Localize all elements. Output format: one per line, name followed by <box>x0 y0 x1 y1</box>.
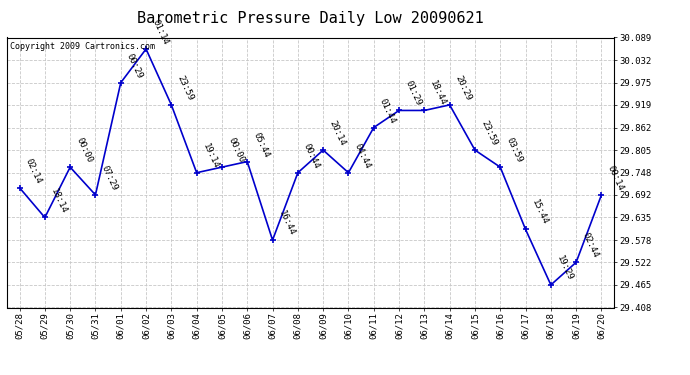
Text: 07:29: 07:29 <box>99 164 119 192</box>
Text: 02:14: 02:14 <box>23 157 43 185</box>
Text: 03:59: 03:59 <box>504 136 524 164</box>
Text: 00:00: 00:00 <box>75 136 94 164</box>
Text: 00:44: 00:44 <box>302 142 322 170</box>
Text: 01:29: 01:29 <box>403 80 423 108</box>
Text: 20:29: 20:29 <box>454 74 473 102</box>
Text: 00:00: 00:00 <box>226 136 246 164</box>
Text: 15:44: 15:44 <box>530 198 549 226</box>
Text: 19:29: 19:29 <box>555 254 575 282</box>
Text: Copyright 2009 Cartronics.com: Copyright 2009 Cartronics.com <box>10 42 155 51</box>
Text: Barometric Pressure Daily Low 20090621: Barometric Pressure Daily Low 20090621 <box>137 11 484 26</box>
Text: 16:44: 16:44 <box>277 209 296 237</box>
Text: 01:14: 01:14 <box>150 18 170 46</box>
Text: 23:59: 23:59 <box>175 74 195 102</box>
Text: 19:14: 19:14 <box>201 142 220 170</box>
Text: 05:44: 05:44 <box>251 130 271 159</box>
Text: 01:44: 01:44 <box>378 96 397 125</box>
Text: 20:14: 20:14 <box>327 119 347 147</box>
Text: 04:44: 04:44 <box>353 142 372 170</box>
Text: 02:44: 02:44 <box>580 231 600 260</box>
Text: 18:14: 18:14 <box>49 186 68 215</box>
Text: 18:44: 18:44 <box>428 80 448 108</box>
Text: 00:14: 00:14 <box>606 164 625 192</box>
Text: 23:59: 23:59 <box>479 119 499 147</box>
Text: 00:29: 00:29 <box>125 52 144 80</box>
